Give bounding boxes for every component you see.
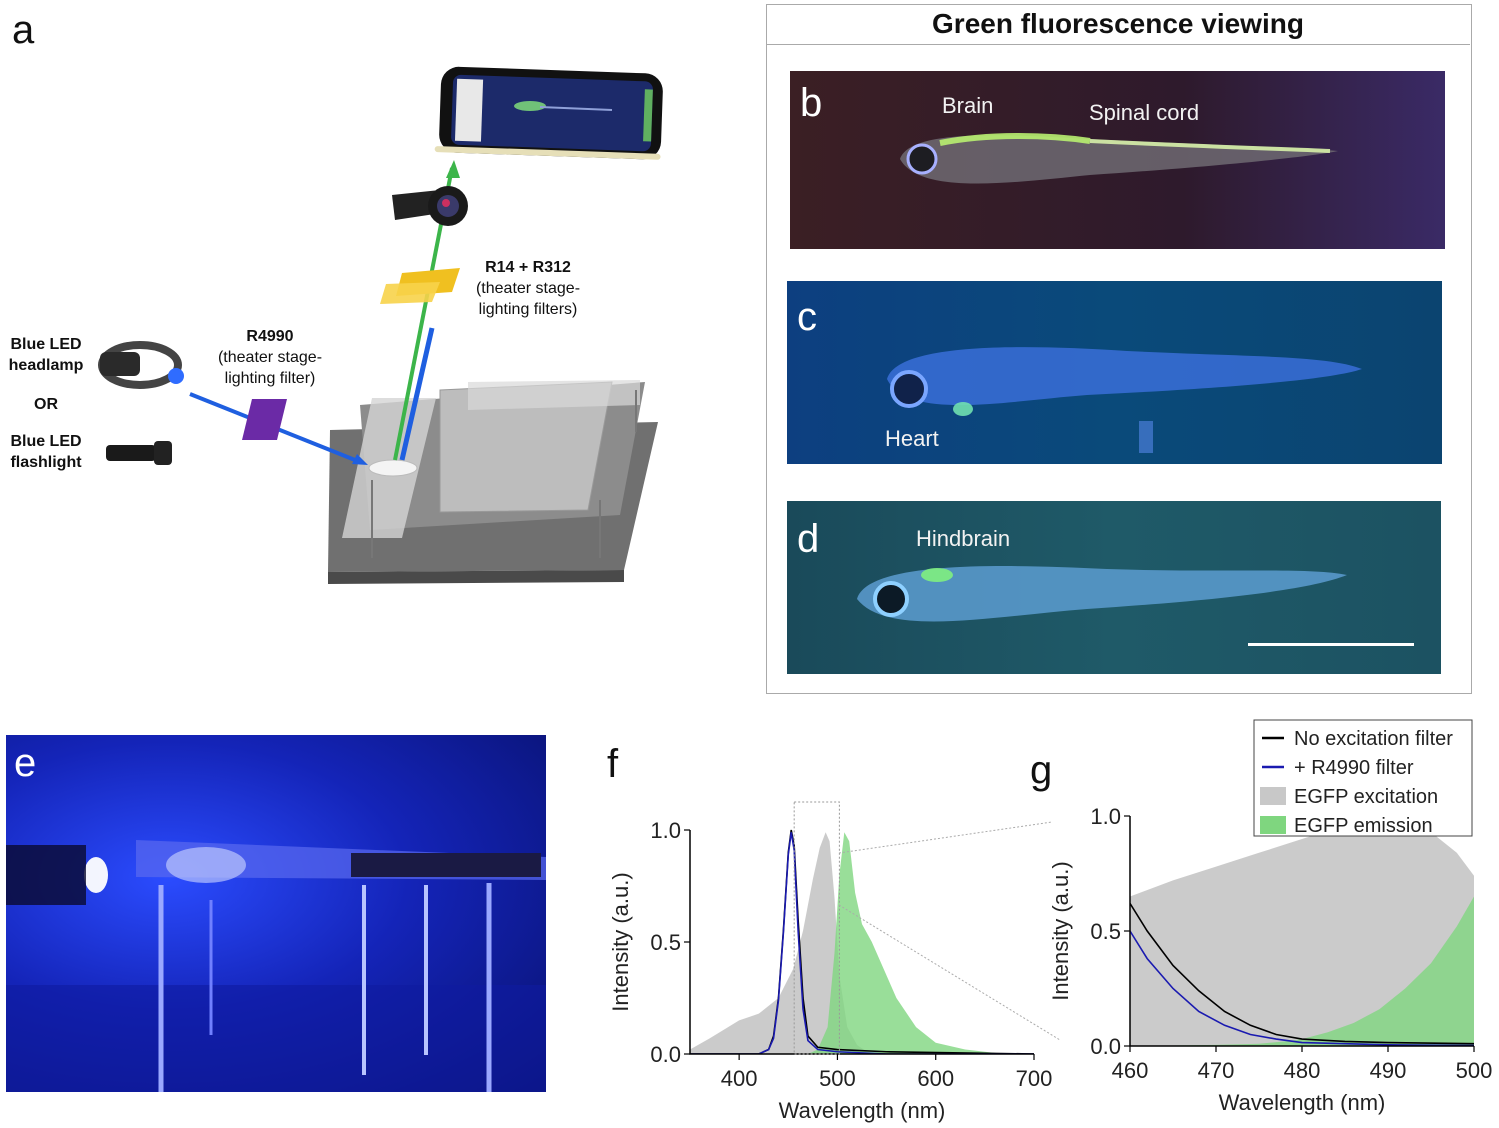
- x-tick-label: 500: [819, 1066, 856, 1091]
- panel-letter-f: f: [607, 742, 619, 786]
- label-brain: Brain: [942, 93, 994, 118]
- legend: No excitation filter + R4990 filter EGFP e…: [1253, 719, 1473, 837]
- x-axis-label: Wavelength (nm): [1219, 1090, 1386, 1115]
- y-tick-label: 0.0: [1090, 1034, 1121, 1059]
- legend-label: EGFP excitation: [1294, 786, 1438, 808]
- photo-e: e: [6, 735, 546, 1092]
- y-axis-label: Intensity (a.u.): [608, 872, 633, 1011]
- x-tick-label: 480: [1284, 1058, 1321, 1083]
- legend-label: EGFP emission: [1294, 815, 1433, 837]
- y-tick-label: 1.0: [1090, 804, 1121, 829]
- series-area-egfp-emission: [1130, 896, 1474, 1046]
- fluorescence-box: [766, 4, 1472, 694]
- label-hindbrain: Hindbrain: [916, 526, 1011, 551]
- x-tick-label: 600: [917, 1066, 954, 1091]
- x-tick-label: 490: [1370, 1058, 1407, 1083]
- or-label: OR: [34, 396, 58, 413]
- petri-dish: [368, 459, 418, 477]
- legend-swatch: [1260, 787, 1286, 805]
- fluorescence-box-title: Green fluorescence viewing: [932, 8, 1304, 39]
- headlamp-label: Blue LED headlamp: [8, 336, 84, 374]
- panel-letter-d: d: [797, 517, 820, 561]
- emission-filter-name: R14 + R312: [485, 259, 571, 276]
- legend-label: + R4990 filter: [1294, 757, 1414, 779]
- photo-c: c Heart: [787, 281, 1442, 464]
- y-axis-label: Intensity (a.u.): [1048, 861, 1073, 1000]
- panel-letter-b: b: [800, 81, 823, 125]
- x-tick-label: 460: [1112, 1058, 1149, 1083]
- photo-d: d Hindbrain: [787, 501, 1441, 674]
- legend-swatch: [1260, 816, 1286, 834]
- label-spinal-cord: Spinal cord: [1089, 100, 1200, 125]
- x-tick-label: 470: [1198, 1058, 1235, 1083]
- y-tick-label: 1.0: [650, 818, 681, 843]
- smartphone-icon: [434, 66, 663, 160]
- panel-letter-g: g: [1030, 748, 1053, 792]
- series-line--r4990-filter: [690, 832, 1034, 1054]
- y-tick-label: 0.5: [650, 930, 681, 955]
- x-tick-label: 500: [1456, 1058, 1493, 1083]
- panel-letter-c: c: [797, 295, 817, 339]
- panel-letter-a: a: [12, 8, 35, 52]
- y-tick-label: 0.0: [650, 1042, 681, 1067]
- zoom-window: [793, 801, 840, 1055]
- series-line-no-excitation-filter: [1130, 902, 1474, 1045]
- panel-letter-e: e: [14, 741, 37, 785]
- series-line--r4990-filter: [1130, 930, 1474, 1046]
- reflected-blue-beam: [399, 327, 435, 461]
- flashlight-icon: [106, 441, 172, 465]
- x-tick-label: 400: [721, 1066, 758, 1091]
- scale-bar: [1248, 643, 1414, 646]
- headlamp-icon: [98, 341, 184, 389]
- excitation-filter-icon: [242, 399, 287, 440]
- legend-label: No excitation filter: [1294, 728, 1453, 750]
- series-area-egfp-emission: [807, 832, 1005, 1054]
- excitation-filter-name: R4990: [246, 328, 294, 345]
- excitation-filter-desc: (theater stage-lighting filter): [217, 349, 323, 387]
- y-tick-label: 0.5: [1090, 919, 1121, 944]
- x-tick-label: 700: [1016, 1066, 1053, 1091]
- clip-lens-icon: [392, 186, 468, 226]
- spectrum-chart-f: 400 500 600 700 0.0 0.5 1.0 Wavelength (nm) Inte…: [608, 801, 1053, 1123]
- series-area-egfp-excitation: [1130, 816, 1474, 1046]
- setup-illustration: [98, 66, 663, 584]
- photo-b: b Brain Spinal cord: [790, 71, 1445, 249]
- flashlight-label: Blue LED flashlight: [10, 433, 82, 471]
- label-heart: Heart: [885, 426, 939, 451]
- emission-filter-desc: (theater stage-lighting filters): [475, 280, 581, 318]
- x-axis-label: Wavelength (nm): [779, 1098, 946, 1123]
- spectrum-chart-g: 460 470 480 490 500 0.0 0.5 1.0 Wavelength (nm) I…: [1048, 719, 1493, 1115]
